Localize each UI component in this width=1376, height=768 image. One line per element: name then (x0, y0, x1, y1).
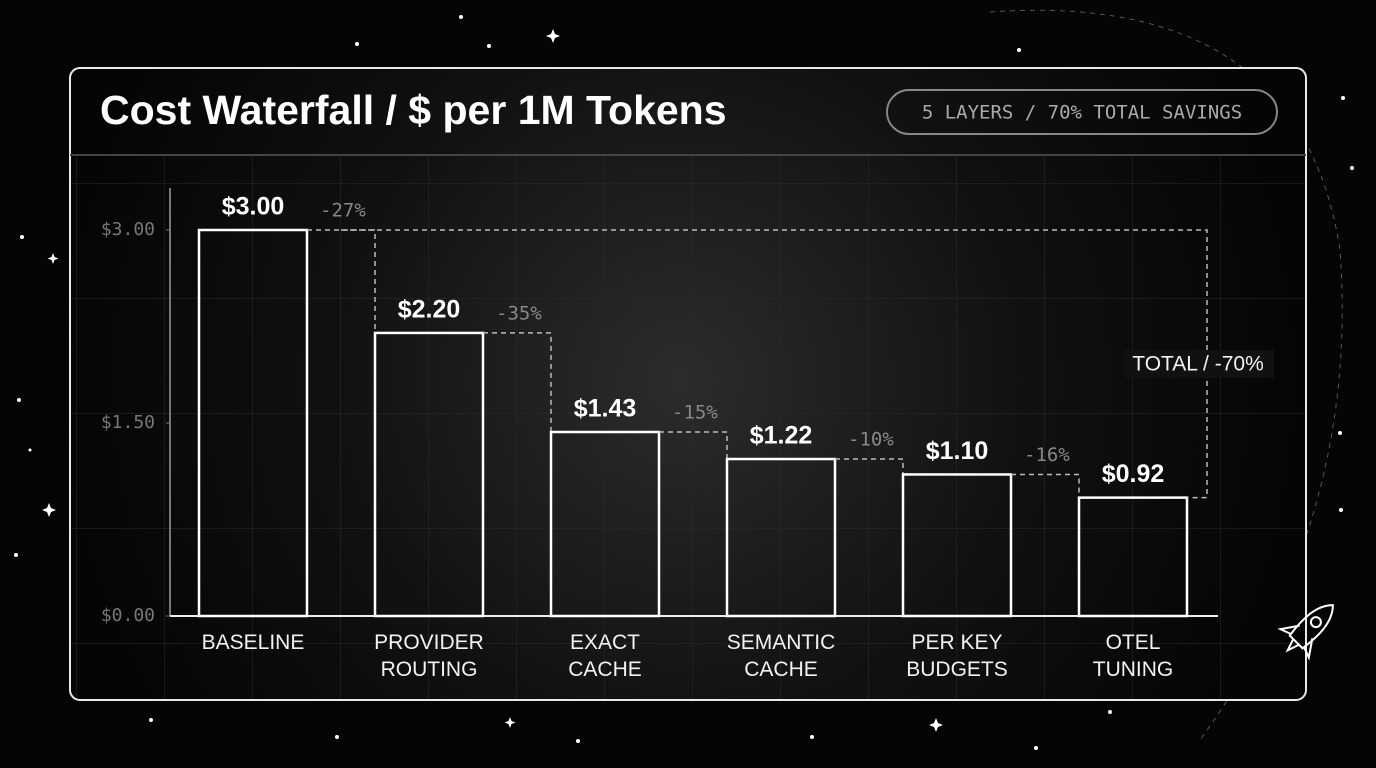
connector (659, 431, 728, 460)
bar (725, 457, 837, 618)
connector (1011, 473, 1080, 498)
x-tick-label: PER KEY BUDGETS (906, 631, 1008, 681)
bar (1077, 496, 1189, 618)
value-label: $1.43 (574, 395, 637, 423)
x-tick-label: EXACT CACHE (568, 631, 642, 681)
value-label: $3.00 (222, 193, 285, 221)
step-label: -35% (496, 302, 542, 324)
y-tick-label: $1.50 (101, 412, 155, 433)
y-tick-label: $0.00 (101, 605, 155, 626)
badge (886, 89, 1278, 135)
chart-title: Cost Waterfall / $ per 1M Tokens (100, 87, 727, 133)
x-tick-label: PROVIDER ROUTING (374, 631, 484, 681)
badge-text: 5 LAYERS / 70% TOTAL SAVINGS (922, 102, 1242, 124)
x-tick-label: SEMANTIC CACHE (726, 631, 836, 681)
bar (549, 430, 661, 618)
step-label: -16% (1024, 444, 1070, 466)
x-tick-label: OTEL TUNING (1092, 631, 1174, 681)
connector (307, 229, 376, 333)
value-label: $1.10 (926, 437, 989, 465)
step-label: -10% (848, 429, 894, 451)
background-grid (70, 155, 1306, 700)
connector (835, 458, 904, 475)
panel-border (69, 67, 1307, 701)
bar (373, 331, 485, 618)
value-label: $0.92 (1102, 460, 1165, 488)
step-label: -27% (320, 200, 366, 222)
bar (197, 228, 309, 618)
rocket-icon (1277, 604, 1334, 661)
y-tick-label: $3.00 (101, 219, 155, 240)
x-tick-label: BASELINE (201, 631, 305, 654)
total-label-bg (1124, 350, 1274, 378)
connector (483, 332, 552, 433)
bar (901, 473, 1013, 618)
step-label: -15% (672, 402, 718, 424)
stars (14, 15, 1354, 750)
value-label: $1.22 (750, 422, 813, 450)
value-label: $2.20 (398, 296, 461, 324)
total-label: TOTAL / -70% (1132, 353, 1264, 376)
